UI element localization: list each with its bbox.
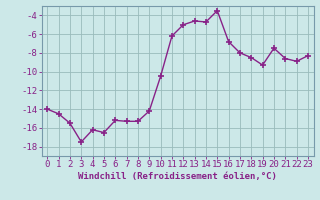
X-axis label: Windchill (Refroidissement éolien,°C): Windchill (Refroidissement éolien,°C) (78, 172, 277, 181)
